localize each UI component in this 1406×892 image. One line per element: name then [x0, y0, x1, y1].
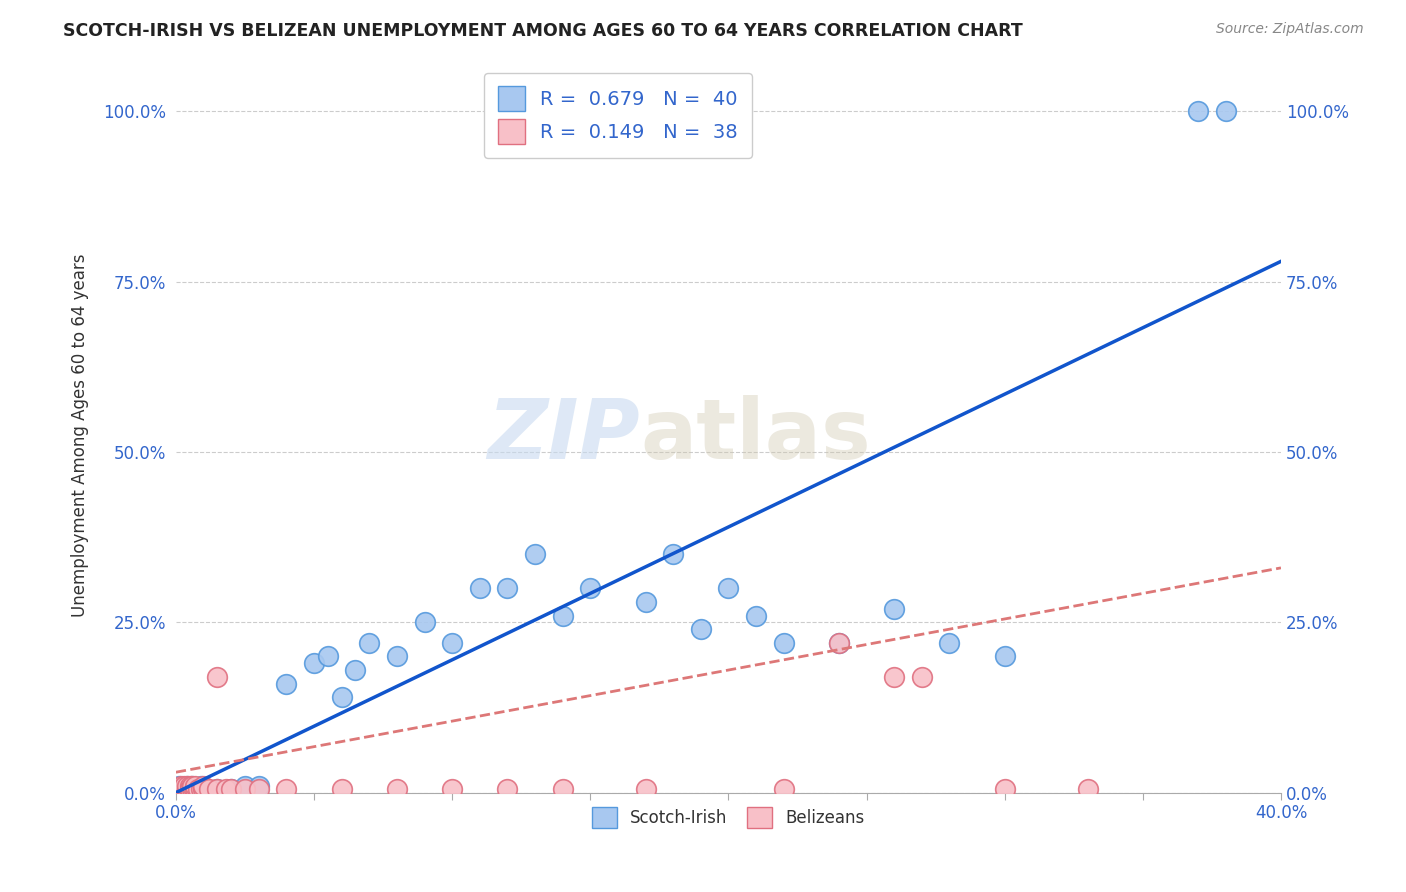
Point [772, 782, 794, 797]
Point [198, 782, 221, 797]
Point [634, 595, 657, 609]
Point [1077, 782, 1099, 797]
Point [207, 782, 229, 797]
Point [247, 782, 270, 797]
Point [772, 636, 794, 650]
Point [207, 670, 229, 684]
Point [828, 636, 851, 650]
Point [207, 782, 229, 797]
Point [170, 782, 193, 797]
Point [179, 782, 201, 797]
Point [524, 547, 547, 561]
Point [883, 670, 905, 684]
Point [176, 782, 198, 797]
Point [219, 782, 242, 797]
Point [187, 782, 209, 797]
Point [233, 782, 256, 797]
Point [1215, 104, 1237, 119]
Point [176, 779, 198, 793]
Point [330, 782, 353, 797]
Point [190, 782, 212, 797]
Point [170, 779, 193, 793]
Point [173, 782, 195, 797]
Point [184, 782, 207, 797]
Point [662, 547, 685, 561]
Point [247, 779, 270, 793]
Point [359, 636, 381, 650]
Point [745, 608, 768, 623]
Point [911, 670, 934, 684]
Point [994, 782, 1017, 797]
Point [938, 636, 960, 650]
Point [173, 779, 195, 793]
Point [181, 779, 204, 793]
Text: SCOTCH-IRISH VS BELIZEAN UNEMPLOYMENT AMONG AGES 60 TO 64 YEARS CORRELATION CHAR: SCOTCH-IRISH VS BELIZEAN UNEMPLOYMENT AM… [63, 22, 1024, 40]
Point [385, 649, 408, 664]
Text: ZIP: ZIP [488, 394, 640, 475]
Point [181, 779, 204, 793]
Point [385, 782, 408, 797]
Point [496, 782, 519, 797]
Point [179, 782, 201, 797]
Point [167, 779, 190, 793]
Point [173, 782, 195, 797]
Point [717, 582, 740, 596]
Point [193, 782, 215, 797]
Point [994, 649, 1017, 664]
Point [214, 782, 236, 797]
Point [184, 779, 207, 793]
Point [551, 782, 574, 797]
Point [828, 636, 851, 650]
Point [579, 582, 602, 596]
Point [179, 782, 201, 797]
Point [441, 636, 464, 650]
Point [441, 782, 464, 797]
Point [179, 779, 201, 793]
Y-axis label: Unemployment Among Ages 60 to 64 years: Unemployment Among Ages 60 to 64 years [72, 253, 89, 616]
Point [190, 779, 212, 793]
Point [187, 782, 209, 797]
Point [193, 782, 215, 797]
Point [689, 622, 711, 636]
Point [1187, 104, 1209, 119]
Text: Source: ZipAtlas.com: Source: ZipAtlas.com [1216, 22, 1364, 37]
Point [233, 779, 256, 793]
Text: atlas: atlas [640, 394, 870, 475]
Point [181, 782, 204, 797]
Point [276, 676, 298, 690]
Point [170, 782, 193, 797]
Legend: Scotch-Irish, Belizeans: Scotch-Irish, Belizeans [585, 801, 872, 834]
Point [883, 601, 905, 615]
Point [302, 657, 325, 671]
Point [468, 582, 491, 596]
Point [496, 582, 519, 596]
Point [344, 663, 367, 677]
Point [193, 779, 215, 793]
Point [316, 649, 339, 664]
Point [413, 615, 436, 630]
Point [551, 608, 574, 623]
Point [184, 782, 207, 797]
Point [634, 782, 657, 797]
Point [167, 782, 190, 797]
Point [219, 782, 242, 797]
Point [330, 690, 353, 705]
Point [276, 782, 298, 797]
Point [176, 779, 198, 793]
